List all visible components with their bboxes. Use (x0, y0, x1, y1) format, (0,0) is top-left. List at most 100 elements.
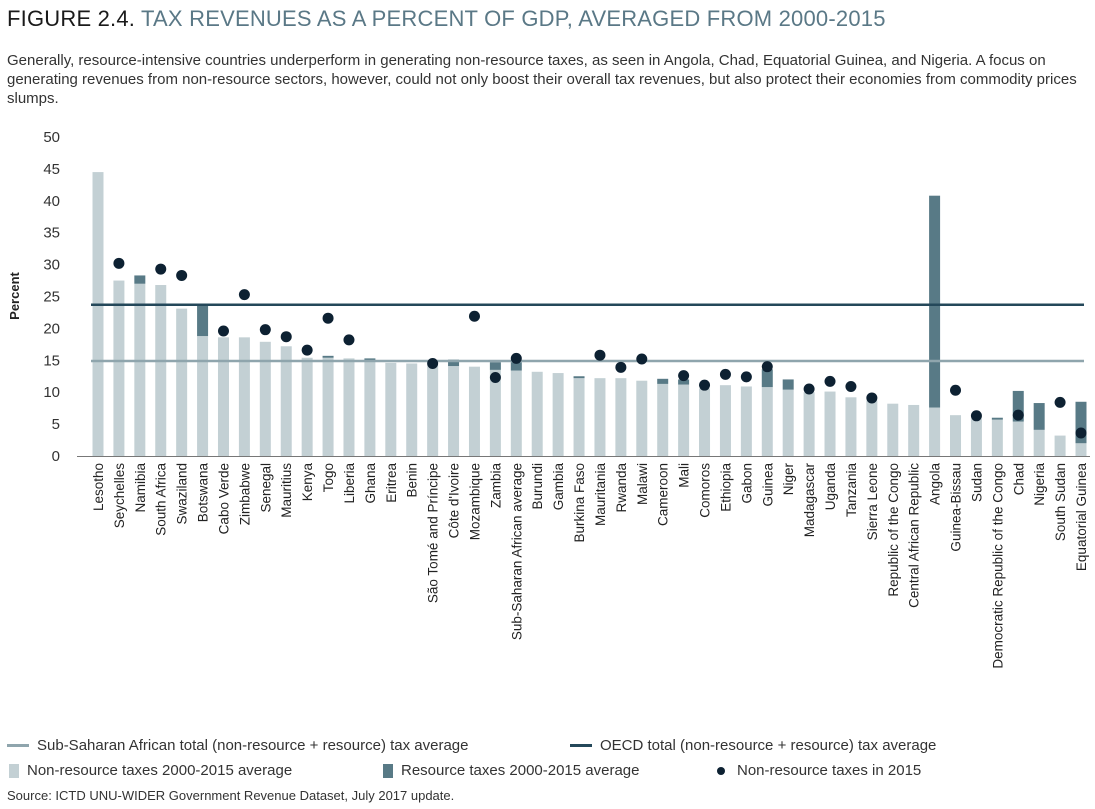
y-tick-label: 50 (43, 129, 60, 146)
bar-non-resource (92, 172, 104, 456)
bar-non-resource (301, 357, 313, 456)
x-tick-label: Burundi (530, 463, 545, 510)
legend-resource: Resource taxes 2000-2015 average (383, 762, 640, 779)
bar-non-resource (176, 308, 188, 456)
point-2015 (489, 372, 501, 384)
bar-resource (510, 362, 522, 371)
bar-non-resource (280, 346, 292, 456)
x-tick-label: Sudan (969, 463, 984, 502)
bar-non-resource (155, 285, 167, 456)
bar-resource (1012, 390, 1024, 422)
bar-non-resource (740, 386, 752, 456)
source-note: Source: ICTD UNU-WIDER Government Revenu… (7, 788, 455, 803)
x-tick-label: Cabo Verde (216, 463, 231, 534)
point-2015 (719, 368, 731, 380)
x-tick-label: Sub-Saharan African average (509, 463, 524, 640)
y-tick-label: 40 (43, 193, 60, 210)
x-tick-label: Tanzania (844, 463, 859, 518)
x-tick-label: Republic of the Congo (886, 463, 901, 597)
bar-non-resource (803, 392, 815, 456)
x-tick-label: Guinea-Bissau (949, 463, 964, 552)
bar-resource (448, 359, 460, 367)
x-tick-label: Gambia (551, 463, 566, 511)
bar-non-resource (761, 387, 773, 456)
bar-non-resource (510, 370, 522, 456)
y-axis-label: Percent (7, 271, 22, 319)
legend-ssa-line-swatch (7, 744, 29, 747)
point-2015 (803, 383, 815, 395)
x-tick-label: Rwanda (614, 463, 629, 513)
point-2015 (761, 361, 773, 373)
point-2015 (217, 325, 229, 337)
bar-non-resource (113, 280, 125, 456)
x-tick-label: Liberia (342, 463, 357, 504)
x-tick-label: Malawi (635, 463, 650, 505)
bar-non-resource (197, 336, 209, 456)
x-tick-label: Kenya (300, 463, 315, 502)
point-2015 (468, 310, 480, 322)
bar-non-resource (782, 389, 794, 456)
point-2015 (427, 357, 439, 369)
x-tick-label: Mauritius (279, 463, 294, 518)
bar-non-resource (448, 366, 460, 456)
bar-non-resource (259, 341, 271, 456)
bar-non-resource (322, 357, 334, 456)
point-2015 (615, 361, 627, 373)
bar-resource (197, 304, 209, 337)
point-2015 (824, 375, 836, 387)
legend-label: Resource taxes 2000-2015 average (401, 762, 640, 779)
point-2015 (970, 410, 982, 422)
bar-non-resource (657, 383, 669, 456)
x-tick-label: Mali (677, 463, 692, 488)
bar-non-resource (343, 358, 355, 456)
x-tick-label: Democratic Republic of the Congo (990, 463, 1005, 669)
legend-label: Non-resource taxes in 2015 (737, 762, 922, 779)
legend-oecd-average: OECD total (non-resource + resource) tax… (570, 737, 936, 754)
point-2015 (678, 370, 690, 382)
x-tick-label: Ethiopia (718, 463, 733, 512)
bar-resource (573, 376, 585, 379)
bar-non-resource (678, 384, 690, 456)
x-tick-label: Central African Republic (907, 463, 922, 608)
point-2015 (1075, 427, 1087, 439)
bar-resource (991, 417, 1003, 420)
y-tick-label: 5 (52, 416, 60, 433)
bar-non-resource (636, 380, 648, 456)
bar-resource (782, 379, 794, 390)
legend-2015: Non-resource taxes in 2015 (713, 762, 921, 779)
x-tick-label: Uganda (823, 463, 838, 511)
bar-non-resource (991, 419, 1003, 456)
y-tick-label: 20 (43, 320, 60, 337)
x-tick-label: Mozambique (467, 463, 482, 540)
bar-non-resource (929, 407, 941, 456)
y-tick-label: 30 (43, 257, 60, 274)
bar-non-resource (1033, 429, 1045, 456)
y-tick-label: 35 (43, 225, 60, 242)
bar-non-resource (364, 360, 376, 456)
bar-non-resource (238, 337, 250, 456)
point-2015 (259, 324, 271, 336)
point-2015 (866, 392, 878, 404)
figure-title-text: TAX REVENUES AS A PERCENT OF GDP, AVERAG… (141, 6, 886, 31)
bar-non-resource (719, 385, 731, 456)
x-tick-label: Madagascar (802, 463, 817, 538)
point-2015 (594, 349, 606, 361)
point-2015 (845, 380, 857, 392)
x-tick-label: Gabon (739, 463, 754, 504)
bar-non-resource (573, 378, 585, 456)
x-tick-label: Cameroon (656, 463, 671, 526)
bar-non-resource (552, 373, 564, 456)
bar-non-resource (489, 369, 501, 456)
point-2015 (1054, 396, 1066, 408)
bar-resource (1075, 401, 1087, 444)
bar-non-resource (134, 283, 146, 456)
x-tick-label: Côte d'Ivoire (447, 463, 462, 538)
bar-resource (322, 355, 334, 358)
bar-non-resource (615, 378, 627, 456)
x-tick-label: Togo (321, 463, 336, 492)
y-tick-label: 0 (52, 448, 60, 465)
legend-label: OECD total (non-resource + resource) tax… (600, 737, 937, 754)
figure-number: FIGURE 2.4. (7, 6, 136, 31)
bar-resource (761, 369, 773, 388)
point-2015 (176, 269, 188, 281)
